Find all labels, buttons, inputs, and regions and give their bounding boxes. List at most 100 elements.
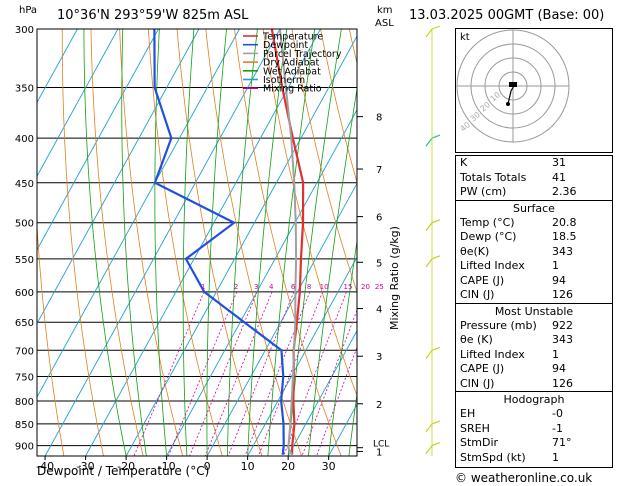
series-line-temperature bbox=[270, 29, 305, 455]
wet-adiabat-line bbox=[121, 29, 147, 456]
temperature-tick-label: 10 bbox=[241, 460, 255, 473]
km-tick-label: 7 bbox=[376, 165, 382, 176]
x-axis-label: Dewpoint / Temperature (°C) bbox=[37, 464, 209, 478]
mu-pressure-label: Pressure (mb) bbox=[460, 318, 537, 332]
wet-adiabat-line bbox=[154, 29, 168, 456]
mixing-ratio-tick-label: 25 bbox=[375, 283, 384, 291]
wet-adiabat-line bbox=[348, 390, 357, 456]
wind-barb-icon bbox=[431, 134, 441, 139]
mixing-ratio-line bbox=[283, 291, 347, 456]
isotherm-line bbox=[37, 29, 240, 399]
mixing-ratio-line bbox=[258, 291, 323, 456]
km-tick-label: 5 bbox=[376, 258, 382, 269]
surface-dewp-value: 18.5 bbox=[552, 230, 577, 243]
mixing-ratio-line bbox=[301, 309, 357, 456]
stmdir-label: StmDir bbox=[460, 436, 499, 449]
temperature-tick-label: -30 bbox=[77, 460, 95, 473]
chart-grid bbox=[37, 29, 438, 456]
km-unit-label: km bbox=[377, 5, 393, 16]
pressure-tick-label: 350 bbox=[15, 83, 34, 94]
totals-totals-label: Totals Totals bbox=[460, 170, 527, 184]
isotherm-line bbox=[37, 29, 78, 104]
pressure-unit-label: hPa bbox=[19, 5, 38, 16]
mixing-ratio-axis-label: Mixing Ratio (g/kg) bbox=[388, 226, 401, 330]
surface-li-value: 1 bbox=[552, 259, 559, 272]
pressure-tick-label: 450 bbox=[15, 179, 34, 190]
wet-adiabat-line bbox=[287, 29, 342, 456]
most-unstable-section: Most Unstable Pressure (mb) 922 θe (K) 343… bbox=[456, 302, 612, 392]
isotherm-line bbox=[85, 29, 321, 456]
mu-li-value: 1 bbox=[552, 347, 559, 361]
surface-cin-value: 126 bbox=[552, 288, 573, 301]
dry-adiabat-line bbox=[147, 29, 223, 456]
pressure-tick-label: 600 bbox=[15, 288, 34, 299]
isotherm-line bbox=[44, 29, 281, 456]
legend-label: Dry Adiabat bbox=[263, 58, 320, 69]
km-tick-label: 2 bbox=[376, 400, 382, 411]
temperature-tick-label: -20 bbox=[117, 460, 135, 473]
surface-cin-label: CIN (J) bbox=[460, 288, 495, 301]
surface-theta-value: 343 bbox=[552, 244, 573, 258]
isotherm-line bbox=[37, 29, 119, 178]
mixing-ratio-tick-label: 1 bbox=[201, 283, 205, 291]
mixing-ratio-tick-label: 3 bbox=[254, 283, 258, 291]
wind-barb-icon bbox=[425, 258, 433, 268]
pressure-tick-label: 650 bbox=[15, 318, 34, 329]
temperature-tick-label: 30 bbox=[322, 460, 336, 473]
mu-cape-label: CAPE (J) bbox=[460, 362, 505, 375]
mixing-ratio-line bbox=[316, 346, 357, 456]
wind-barb-icon bbox=[425, 349, 433, 359]
series-line-dewpoint bbox=[153, 29, 285, 455]
wind-barb-icon bbox=[431, 442, 441, 447]
mu-cape-value: 94 bbox=[552, 362, 566, 375]
dry-adiabat-line bbox=[90, 29, 144, 456]
pressure-tick-label: 300 bbox=[15, 25, 34, 36]
mixing-ratio-tick-label: 8 bbox=[307, 283, 311, 291]
isotherm-line bbox=[287, 329, 357, 456]
totals-totals-value: 41 bbox=[552, 170, 566, 184]
hodograph-storm-marker bbox=[509, 82, 517, 87]
dry-adiabat-line bbox=[61, 29, 104, 456]
location-title: 10°36'N 293°59'W 825m ASL bbox=[57, 8, 249, 23]
isotherm-line bbox=[247, 256, 357, 456]
mu-pressure-value: 922 bbox=[552, 318, 573, 332]
mixing-ratio-line bbox=[244, 291, 311, 456]
wet-adiabat-line bbox=[247, 29, 288, 456]
surface-cape-label: CAPE (J) bbox=[460, 273, 505, 287]
wet-adiabat-line bbox=[206, 29, 227, 456]
wet-adiabat-line bbox=[328, 238, 357, 456]
temperature-tick-label: 20 bbox=[281, 460, 295, 473]
pressure-tick-label: 850 bbox=[15, 420, 34, 431]
pressure-tick-label: 700 bbox=[15, 346, 34, 357]
k-index-value: 31 bbox=[552, 156, 566, 169]
dry-adiabat-line bbox=[320, 29, 357, 184]
km-tick-label: 8 bbox=[376, 113, 382, 124]
mixing-ratio-line bbox=[167, 291, 238, 456]
surface-temp-value: 20.8 bbox=[552, 215, 577, 229]
chart-series bbox=[153, 29, 305, 456]
wet-adiabat-line bbox=[369, 29, 438, 456]
copyright-footer: © weatheronline.co.uk bbox=[455, 471, 593, 485]
pressure-tick-label: 400 bbox=[15, 134, 34, 145]
surface-title: Surface bbox=[513, 201, 555, 215]
wind-barb-icon bbox=[431, 255, 441, 260]
surface-cape-value: 94 bbox=[552, 273, 566, 287]
surface-theta-label: θe(K) bbox=[460, 244, 490, 258]
mu-theta-value: 343 bbox=[552, 333, 573, 346]
wind-barb-icon bbox=[431, 219, 441, 224]
pw-value: 2.36 bbox=[552, 185, 577, 198]
wind-barb-icon bbox=[425, 28, 433, 38]
surface-li-label: Lifted Index bbox=[460, 259, 525, 272]
stmdir-value: 71° bbox=[552, 436, 572, 449]
mu-cin-value: 126 bbox=[552, 376, 573, 390]
wet-adiabat-line bbox=[267, 29, 316, 456]
sounding-indices-table: K 31 Totals Totals 41 PW (cm) 2.36 Surface … bbox=[455, 155, 613, 468]
mixing-ratio-tick-label: 4 bbox=[269, 283, 274, 291]
pressure-tick-label: 900 bbox=[15, 442, 34, 453]
wind-barb-icon bbox=[425, 423, 433, 433]
hodograph-stats-section: Hodograph EH -0 SREH -1 StmDir 71° StmSpd (… bbox=[456, 391, 612, 465]
wind-barb-icon bbox=[431, 346, 441, 351]
wind-barb-icon bbox=[425, 445, 433, 454]
surface-temp-label: Temp (°C) bbox=[460, 215, 515, 229]
